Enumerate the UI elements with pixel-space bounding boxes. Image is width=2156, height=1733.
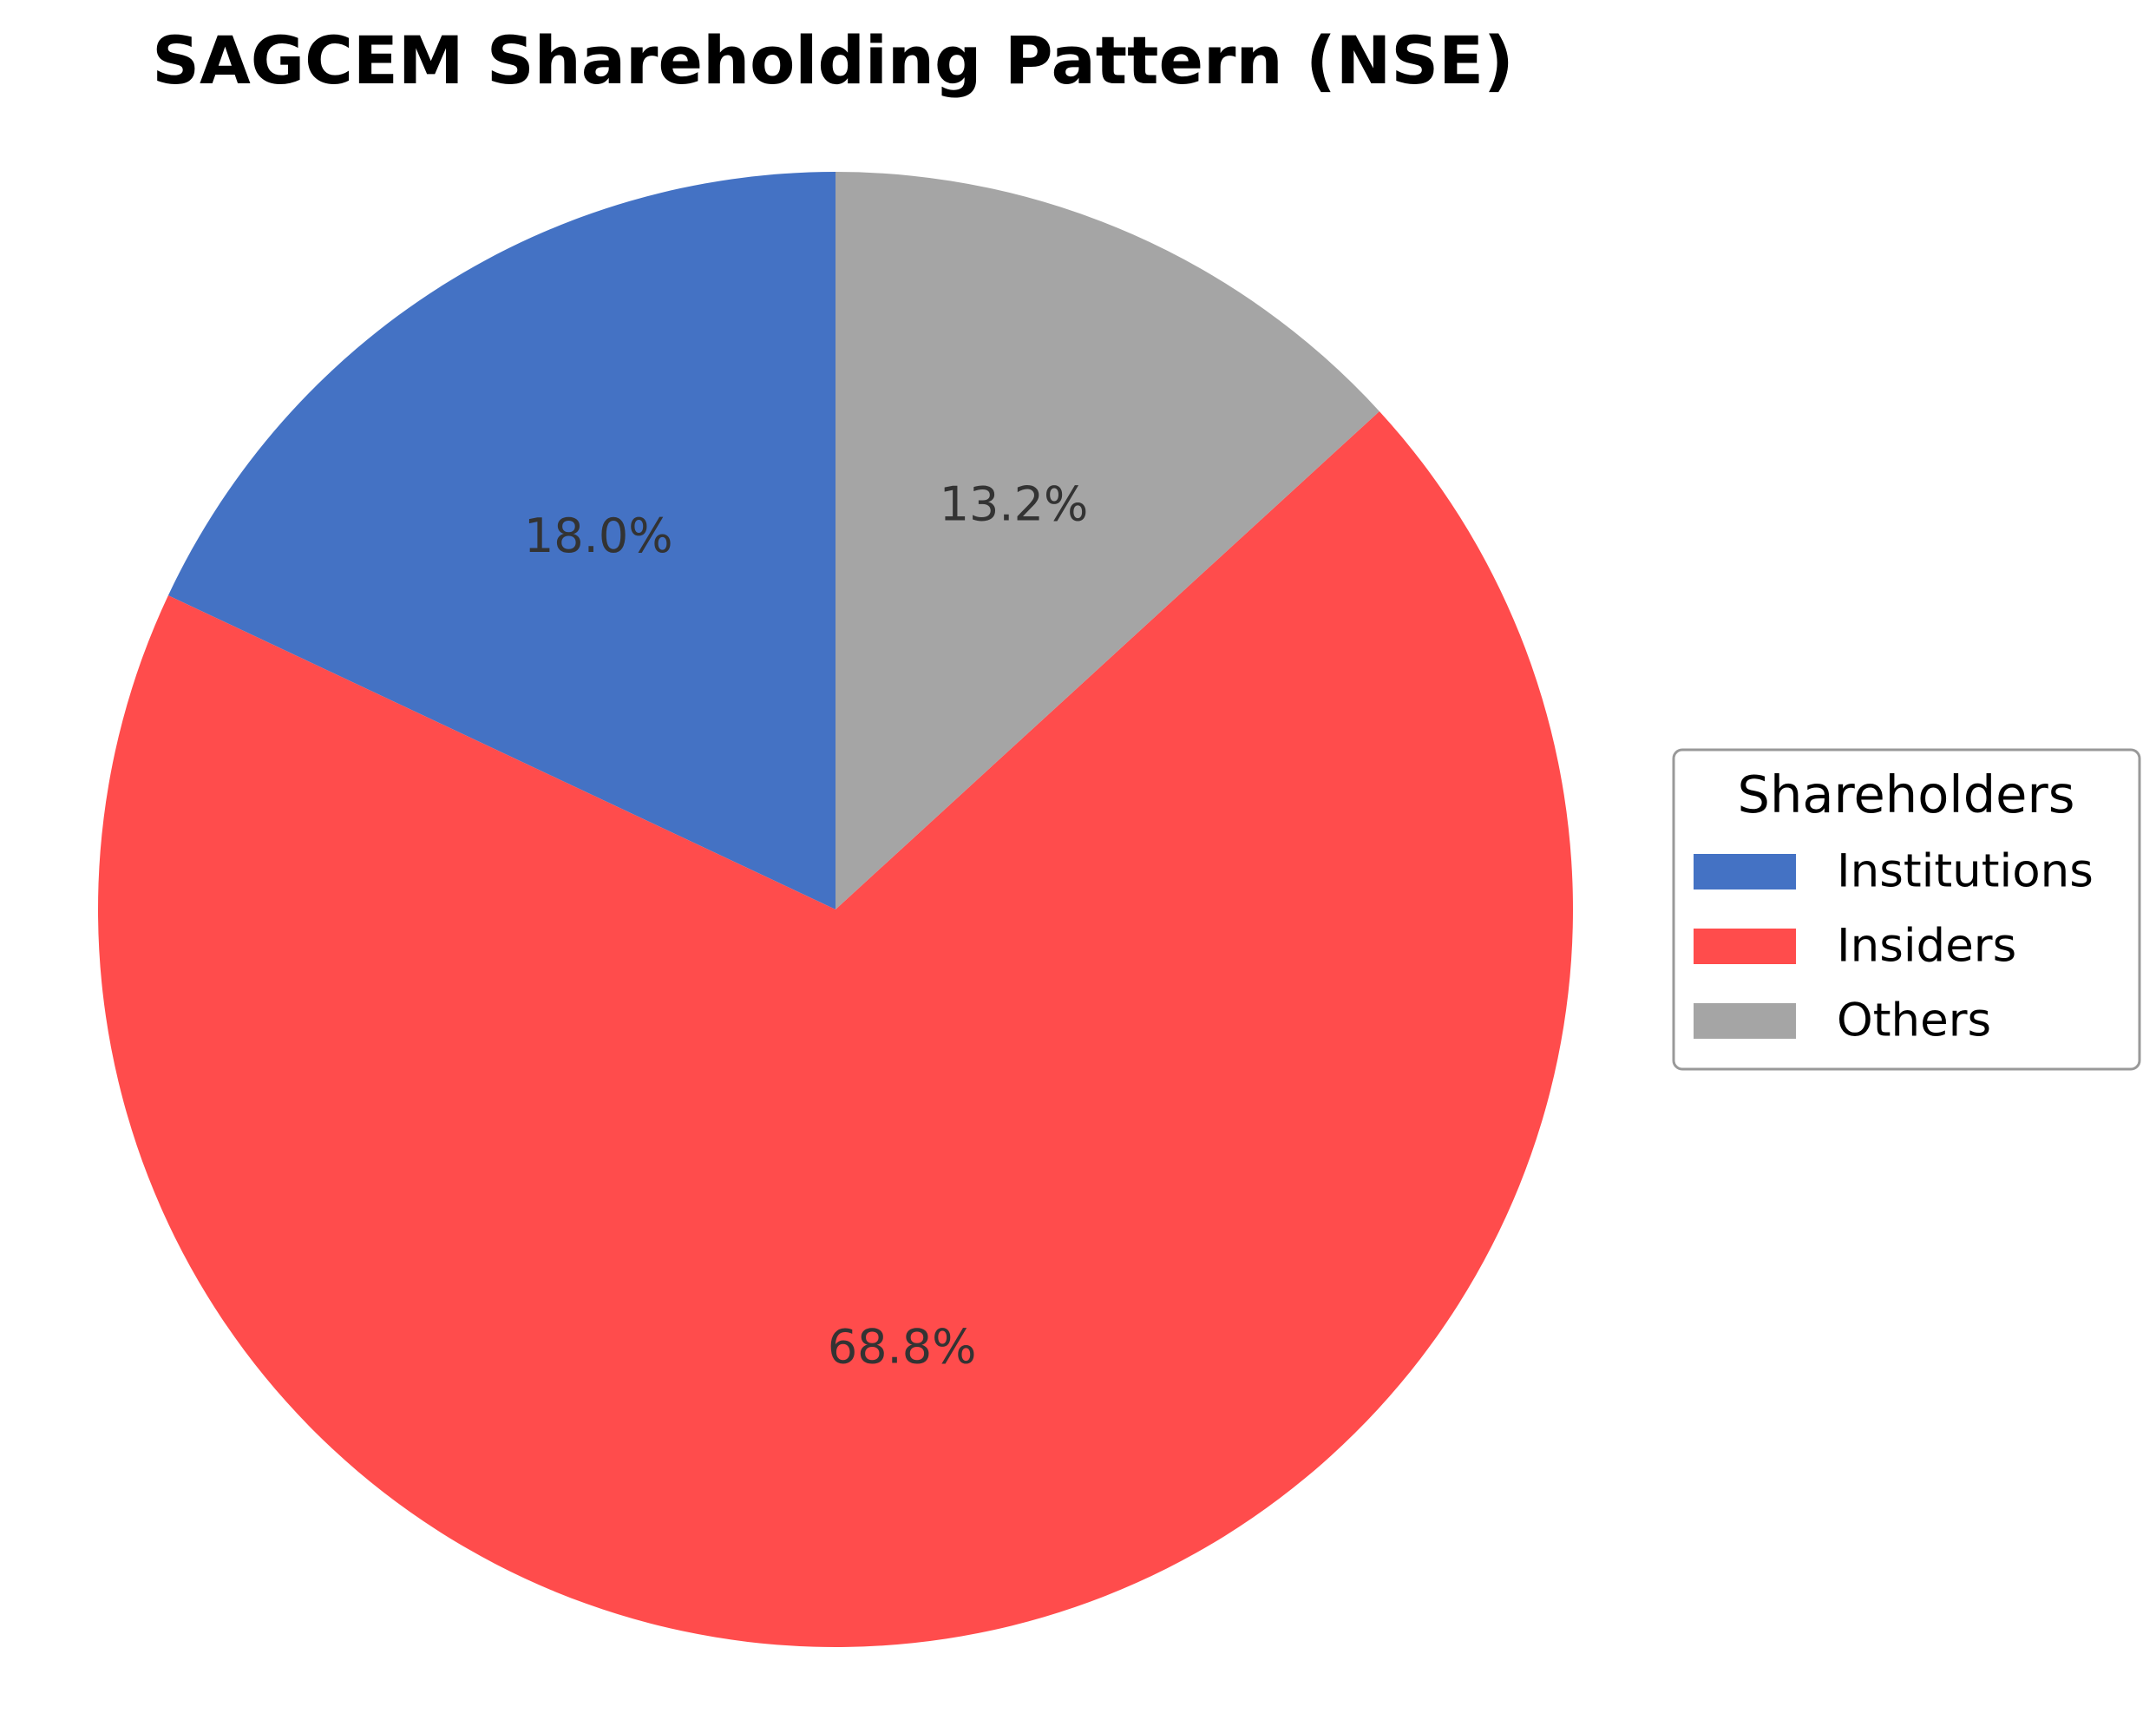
pie-slice-others [836, 172, 1379, 909]
pie-slices [97, 172, 1573, 1648]
legend-label-insiders: Insiders [1837, 920, 2016, 973]
legend-items: Institutions Insiders Others [1694, 845, 2094, 1047]
legend-swatch-others [1694, 1003, 1796, 1039]
slice-label-others: 13.2% [940, 477, 1089, 532]
legend-label-others: Others [1837, 995, 1991, 1047]
chart-title: SAGCEM Shareholding Pattern (NSE) [152, 22, 1514, 99]
legend: Shareholders Institutions Insiders Others [1672, 748, 2141, 1071]
legend-title: Shareholders [1738, 765, 2075, 824]
legend-frame [1672, 748, 2141, 1071]
slice-label-insiders: 68.8% [828, 1320, 977, 1375]
pie-slice-insiders [97, 410, 1573, 1648]
pie-slice-labels: 18.0% 68.8% 13.2% [524, 477, 1088, 1375]
legend-swatch-insiders [1694, 929, 1796, 964]
pie-slice-institutions [167, 172, 836, 909]
legend-swatch-institutions [1694, 854, 1796, 889]
legend-label-institutions: Institutions [1837, 845, 2094, 898]
slice-label-institutions: 18.0% [524, 509, 673, 563]
